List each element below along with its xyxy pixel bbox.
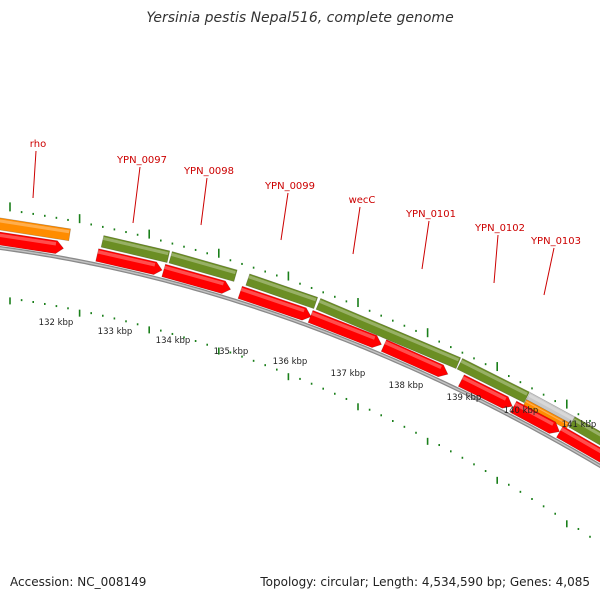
gene-label: YPN_0102: [474, 223, 525, 234]
gene-label: YPN_0101: [405, 209, 456, 220]
leader-line: [421, 220, 430, 270]
gene-block: [456, 357, 530, 404]
gene-block: [568, 416, 600, 446]
gene-block: [245, 273, 319, 309]
leader-line: [493, 234, 499, 284]
leader-line: [280, 192, 289, 241]
scale-label: 139 kbp: [447, 393, 482, 403]
scale-label: 135 kbp: [214, 347, 249, 357]
accession-label: Accession: NC_008149: [10, 575, 147, 589]
scale-label: 140 kbp: [504, 406, 539, 416]
cds-arrow: [161, 263, 232, 294]
tick-row-bottom: [9, 297, 591, 538]
scale-label: 136 kbp: [273, 357, 308, 367]
cds-arrow: [380, 339, 449, 378]
gene-label: YPN_0099: [264, 181, 315, 192]
gene-label-layer: rho YPN_0097 YPN_0098 YPN_0099 wecC YPN_0101 Y…: [30, 139, 581, 296]
scale-label: 141 kbp: [562, 420, 597, 430]
cds-arrow: [457, 374, 513, 409]
cds-arrow: [509, 400, 560, 434]
gene-track: [0, 217, 600, 446]
leader-line: [132, 166, 141, 224]
cds-arrow: [237, 285, 312, 321]
scale-label-layer: 132 kbp 133 kbp 134 kbp 135 kbp 136 kbp 137 k…: [39, 318, 597, 430]
gene-label: YPN_0097: [116, 155, 167, 166]
leader-line: [352, 206, 361, 255]
gene-label: YPN_0103: [530, 236, 581, 247]
leader-line: [32, 150, 37, 199]
genome-backbone-highlight: [0, 247, 600, 467]
gene-block: [100, 235, 171, 263]
cds-arrow: [556, 425, 600, 463]
leader-line: [200, 177, 208, 226]
cds-arrow: [307, 310, 382, 348]
gene-block: [168, 251, 238, 282]
gene-label: rho: [30, 139, 46, 150]
gene-label: wecC: [349, 195, 376, 206]
scale-label: 134 kbp: [156, 336, 191, 346]
scale-label: 137 kbp: [331, 369, 366, 379]
tick-row-top: [9, 202, 591, 422]
cds-arrow: [95, 248, 163, 275]
gene-block: [315, 298, 462, 369]
genome-stats-label: Topology: circular; Length: 4,534,590 bp…: [260, 575, 590, 589]
scale-label: 138 kbp: [389, 381, 424, 391]
scale-label: 132 kbp: [39, 318, 74, 328]
leader-line: [543, 247, 555, 296]
gene-label: YPN_0098: [183, 166, 234, 177]
cds-track: [0, 231, 600, 463]
gene-block: [0, 217, 71, 242]
map-title: Yersinia pestis Nepal516, complete genom…: [146, 10, 454, 26]
scale-label: 133 kbp: [98, 327, 133, 337]
cds-arrow: [0, 231, 64, 254]
